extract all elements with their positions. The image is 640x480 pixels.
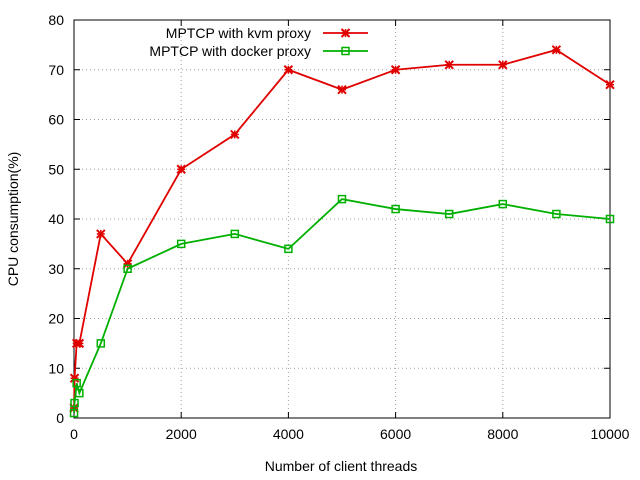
y-tick-label: 10 xyxy=(48,360,64,376)
series-2 xyxy=(69,194,615,418)
legend-marker xyxy=(341,46,350,56)
y-tick-label: 80 xyxy=(48,12,64,28)
x-tick-label: 4000 xyxy=(273,426,304,442)
x-tick-label: 0 xyxy=(70,426,78,442)
x-tick-label: 8000 xyxy=(487,426,518,442)
legend-marker xyxy=(340,28,351,38)
data-point xyxy=(72,378,81,388)
x-tick-label: 10000 xyxy=(591,426,630,442)
data-point xyxy=(74,338,85,349)
data-point xyxy=(69,373,80,383)
y-tick-label: 60 xyxy=(48,112,64,128)
x-tick-label: 6000 xyxy=(380,426,411,442)
data-point xyxy=(230,129,240,140)
y-tick-label: 30 xyxy=(48,261,64,277)
data-point xyxy=(498,199,508,209)
legend-entry-1: MPTCP with kvm proxy xyxy=(166,25,368,41)
series-line xyxy=(73,198,611,414)
series-1 xyxy=(69,45,615,413)
data-point xyxy=(75,388,84,398)
data-point xyxy=(70,398,79,408)
data-point xyxy=(122,259,133,269)
data-point xyxy=(498,60,508,70)
legend-entry-2: MPTCP with docker proxy xyxy=(149,43,368,59)
data-point xyxy=(444,209,454,219)
legend-label: MPTCP with docker proxy xyxy=(149,43,311,59)
data-point xyxy=(176,164,186,174)
data-point xyxy=(284,244,293,254)
data-point xyxy=(230,229,240,239)
x-axis-label: Number of client threads xyxy=(265,458,418,474)
y-tick-label: 0 xyxy=(56,410,64,426)
data-point xyxy=(552,209,561,219)
data-point xyxy=(391,204,400,214)
data-point xyxy=(605,214,615,224)
data-point xyxy=(444,60,454,70)
legend: MPTCP with kvm proxy MPTCP with docker pr… xyxy=(149,25,368,59)
data-point xyxy=(176,239,186,249)
x-tick-label: 2000 xyxy=(166,426,197,442)
y-tick-label: 50 xyxy=(48,161,64,177)
ticks: 0 2000 4000 6000 8000 10000 0 10 20 30 40 50 60 70 80 xyxy=(48,12,629,442)
data-point xyxy=(551,45,562,55)
data-point xyxy=(69,408,79,418)
legend-label: MPTCP with kvm proxy xyxy=(166,25,311,41)
grid xyxy=(74,20,610,418)
y-tick-label: 20 xyxy=(48,311,64,327)
y-tick-label: 40 xyxy=(48,211,64,227)
y-axis-label: CPU consumption(%) xyxy=(5,152,21,287)
series-layer xyxy=(69,45,615,418)
data-point xyxy=(123,264,132,273)
data-point xyxy=(337,84,347,95)
data-point xyxy=(283,65,294,75)
data-point xyxy=(96,229,106,239)
data-point xyxy=(390,65,401,75)
series-line xyxy=(73,48,611,409)
y-tick-label: 70 xyxy=(48,62,64,78)
data-point xyxy=(337,194,347,204)
data-point xyxy=(605,79,615,90)
data-point xyxy=(96,339,106,348)
